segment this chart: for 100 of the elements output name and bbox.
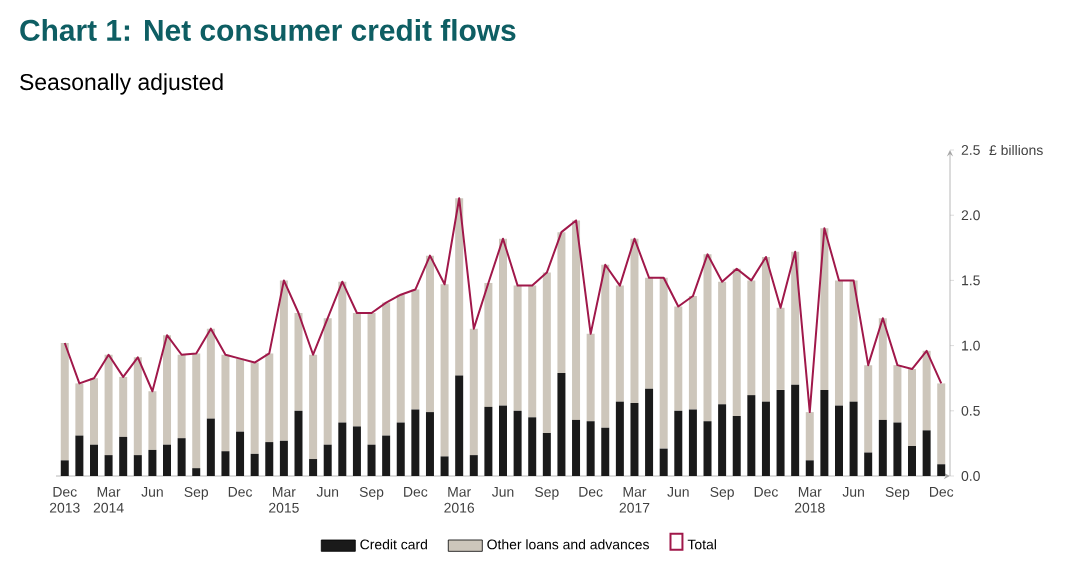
bar [163,335,172,445]
bar [367,313,376,445]
bar [747,280,756,396]
bar [557,232,566,373]
bar [323,444,332,476]
bar [425,412,434,476]
bar [615,285,624,402]
bar [338,422,347,476]
bar [834,405,843,476]
bar [761,256,770,402]
bar [922,350,931,431]
bar [206,418,215,476]
bar [440,456,449,476]
bar [805,412,814,461]
bar [528,285,537,418]
bar [513,410,522,476]
line-series [63,197,943,414]
bar [557,372,566,476]
bar [469,455,478,476]
bar [119,376,128,437]
bar [834,280,843,406]
bar [177,438,186,476]
bar [133,455,142,476]
bar [499,405,507,476]
bar [484,406,493,476]
chart-subtitle: Seasonally adjusted [20,73,223,95]
bar [747,395,756,476]
bar [922,430,931,476]
bar [703,254,712,422]
bar [279,440,288,476]
bar [396,422,405,476]
bar [338,281,347,423]
bar [805,460,814,476]
bar [513,285,522,411]
bar [411,409,420,476]
bar [878,318,887,420]
bar [572,419,581,476]
bar [878,419,887,476]
bar [761,401,770,476]
bar [937,383,946,465]
bar [893,422,902,476]
bar [382,302,391,436]
bar [820,389,829,476]
bar [133,357,142,456]
bar [425,255,434,413]
bar [732,416,741,476]
bar [499,238,507,406]
bar [265,442,274,476]
bar [586,333,595,422]
bar [615,401,624,476]
bar [455,375,464,476]
bar [221,451,230,476]
bar [776,307,785,390]
bar [659,448,668,476]
bar [791,384,800,476]
bar [148,449,157,476]
bar [528,417,537,476]
bar [294,313,303,411]
chart-title: Chart 1: Net consumer credit flows [20,19,516,41]
bar [703,421,712,476]
bar [645,277,654,389]
bar [542,432,551,476]
bar [221,354,230,452]
bar [60,342,69,461]
bar [601,264,610,428]
bar [192,468,201,476]
bar [659,277,668,449]
bar [382,435,391,476]
bar [309,354,318,460]
bar [89,444,98,476]
bar [469,328,478,456]
bar [630,238,639,403]
bar [893,365,902,423]
bar [718,404,727,476]
bar [586,421,595,476]
bar [688,296,697,410]
bar [236,358,245,432]
bar [396,294,405,423]
bar [674,410,683,476]
bar [177,354,186,439]
bar [908,446,917,476]
bar [89,378,98,445]
bar [908,369,917,447]
bar [148,391,157,450]
bar [572,220,581,420]
bar [163,444,172,476]
bar [323,318,332,445]
bar [294,410,303,476]
bar [849,401,858,476]
bar [75,435,84,476]
bar [265,353,274,443]
bar [75,383,84,436]
bar [192,353,201,469]
bar [60,460,69,476]
bar [864,365,873,453]
bar [309,459,318,476]
bar [236,431,245,476]
bar [937,464,946,476]
bar [104,354,113,456]
bar [411,289,420,410]
